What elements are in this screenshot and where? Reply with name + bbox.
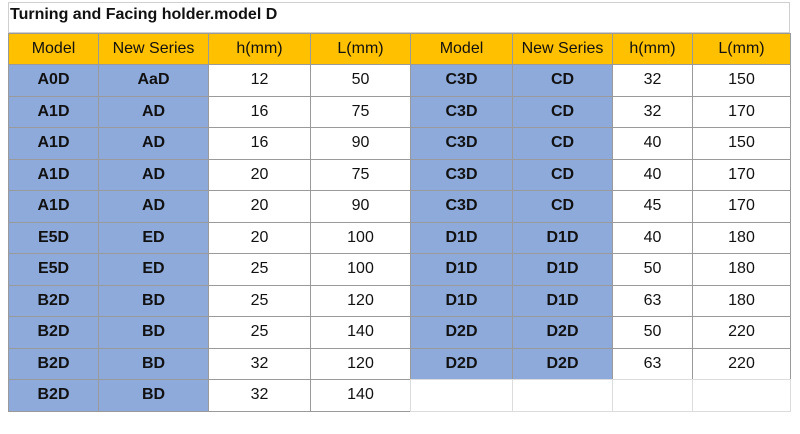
model-cell: B2D — [8, 347, 99, 380]
l-mm-cell: 180 — [692, 284, 791, 317]
l-mm-cell: 170 — [692, 190, 791, 223]
new-series-cell: AD — [98, 127, 209, 160]
new-series-cell: BD — [98, 316, 209, 349]
header-cell: L(mm) — [692, 33, 791, 65]
h-mm-cell: 32 — [208, 347, 311, 380]
new-series-cell: AaD — [98, 64, 209, 97]
h-mm-cell: 20 — [208, 221, 311, 254]
h-mm-cell: 45 — [612, 190, 693, 223]
l-mm-cell: 75 — [310, 158, 411, 191]
h-mm-cell: 25 — [208, 253, 311, 286]
new-series-cell: CD — [512, 190, 613, 223]
model-cell: B2D — [8, 284, 99, 317]
h-mm-cell: 12 — [208, 64, 311, 97]
l-mm-cell: 150 — [692, 127, 791, 160]
model-cell: E5D — [8, 253, 99, 286]
new-series-cell: ED — [98, 221, 209, 254]
table-title: Turning and Facing holder.model D — [10, 6, 278, 23]
new-series-cell: BD — [98, 284, 209, 317]
empty-cell — [612, 379, 693, 412]
model-cell: B2D — [8, 316, 99, 349]
l-mm-cell: 180 — [692, 221, 791, 254]
header-cell: L(mm) — [310, 33, 411, 65]
model-cell: C3D — [410, 127, 513, 160]
h-mm-cell: 32 — [208, 379, 311, 412]
new-series-cell: D2D — [512, 347, 613, 380]
l-mm-cell: 90 — [310, 127, 411, 160]
l-mm-cell: 100 — [310, 253, 411, 286]
model-cell: E5D — [8, 221, 99, 254]
model-cell: A1D — [8, 95, 99, 128]
header-cell: Model — [8, 33, 99, 65]
model-cell: A1D — [8, 158, 99, 191]
new-series-cell: D1D — [512, 253, 613, 286]
new-series-cell: D1D — [512, 284, 613, 317]
l-mm-cell: 120 — [310, 347, 411, 380]
l-mm-cell: 120 — [310, 284, 411, 317]
l-mm-cell: 50 — [310, 64, 411, 97]
model-cell: D2D — [410, 347, 513, 380]
new-series-cell: CD — [512, 64, 613, 97]
h-mm-cell: 20 — [208, 158, 311, 191]
new-series-cell: AD — [98, 95, 209, 128]
h-mm-cell: 50 — [612, 316, 693, 349]
l-mm-cell: 180 — [692, 253, 791, 286]
l-mm-cell: 150 — [692, 64, 791, 97]
empty-cell — [410, 379, 513, 412]
new-series-cell: ED — [98, 253, 209, 286]
model-cell: B2D — [8, 379, 99, 412]
l-mm-cell: 170 — [692, 158, 791, 191]
h-mm-cell: 40 — [612, 158, 693, 191]
h-mm-cell: 40 — [612, 127, 693, 160]
model-cell: C3D — [410, 190, 513, 223]
title-cell — [8, 2, 790, 33]
h-mm-cell: 25 — [208, 316, 311, 349]
model-cell: A1D — [8, 127, 99, 160]
header-cell: h(mm) — [208, 33, 311, 65]
l-mm-cell: 140 — [310, 379, 411, 412]
new-series-cell: CD — [512, 95, 613, 128]
header-cell: Model — [410, 33, 513, 65]
h-mm-cell: 63 — [612, 347, 693, 380]
new-series-cell: BD — [98, 379, 209, 412]
model-cell: D1D — [410, 284, 513, 317]
model-cell: C3D — [410, 64, 513, 97]
h-mm-cell: 16 — [208, 127, 311, 160]
new-series-cell: BD — [98, 347, 209, 380]
header-cell: h(mm) — [612, 33, 693, 65]
new-series-cell: CD — [512, 127, 613, 160]
new-series-cell: AD — [98, 158, 209, 191]
model-cell: A0D — [8, 64, 99, 97]
h-mm-cell: 25 — [208, 284, 311, 317]
model-cell: D1D — [410, 253, 513, 286]
l-mm-cell: 170 — [692, 95, 791, 128]
l-mm-cell: 220 — [692, 316, 791, 349]
model-cell: C3D — [410, 158, 513, 191]
l-mm-cell: 75 — [310, 95, 411, 128]
model-cell: D1D — [410, 221, 513, 254]
h-mm-cell: 16 — [208, 95, 311, 128]
h-mm-cell: 50 — [612, 253, 693, 286]
l-mm-cell: 140 — [310, 316, 411, 349]
model-cell: C3D — [410, 95, 513, 128]
l-mm-cell: 220 — [692, 347, 791, 380]
l-mm-cell: 100 — [310, 221, 411, 254]
h-mm-cell: 20 — [208, 190, 311, 223]
header-cell: New Series — [98, 33, 209, 65]
h-mm-cell: 32 — [612, 64, 693, 97]
l-mm-cell: 90 — [310, 190, 411, 223]
model-cell: D2D — [410, 316, 513, 349]
model-cell: A1D — [8, 190, 99, 223]
h-mm-cell: 32 — [612, 95, 693, 128]
h-mm-cell: 63 — [612, 284, 693, 317]
h-mm-cell: 40 — [612, 221, 693, 254]
new-series-cell: CD — [512, 158, 613, 191]
new-series-cell: D1D — [512, 221, 613, 254]
header-cell: New Series — [512, 33, 613, 65]
empty-cell — [512, 379, 613, 412]
empty-cell — [692, 379, 791, 412]
new-series-cell: D2D — [512, 316, 613, 349]
new-series-cell: AD — [98, 190, 209, 223]
